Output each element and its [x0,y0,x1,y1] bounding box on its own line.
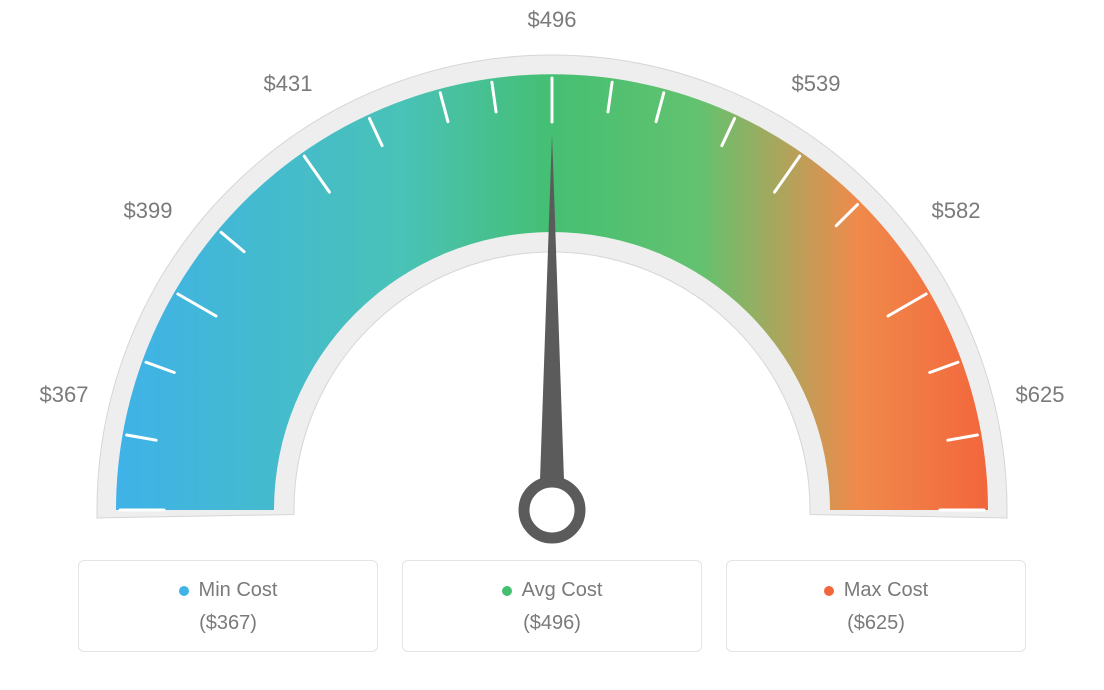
gauge-tick-label: $496 [528,7,577,33]
legend-value-avg: ($496) [413,612,691,635]
gauge-tick-label: $625 [1016,382,1065,408]
gauge-tick-label: $399 [124,198,173,224]
legend-value-min: ($367) [89,612,367,635]
dot-icon [824,586,834,596]
gauge-chart: $367 $399 $431 $496 $539 $582 $625 [0,0,1104,560]
gauge-tick-label: $367 [40,382,89,408]
legend-label: Min Cost [199,579,278,602]
legend-card-min: Min Cost ($367) [78,560,378,652]
gauge-tick-label: $431 [264,71,313,97]
legend-label: Avg Cost [522,579,603,602]
dot-icon [502,586,512,596]
legend-title-min: Min Cost [179,579,278,602]
gauge-tick-label: $582 [932,198,981,224]
dot-icon [179,586,189,596]
gauge-svg [0,0,1104,560]
legend-title-max: Max Cost [824,579,928,602]
legend-label: Max Cost [844,579,928,602]
legend-card-avg: Avg Cost ($496) [402,560,702,652]
legend-value-max: ($625) [737,612,1015,635]
legend-card-max: Max Cost ($625) [726,560,1026,652]
legend-title-avg: Avg Cost [502,579,603,602]
gauge-tick-label: $539 [792,71,841,97]
legend: Min Cost ($367) Avg Cost ($496) Max Cost… [0,560,1104,672]
